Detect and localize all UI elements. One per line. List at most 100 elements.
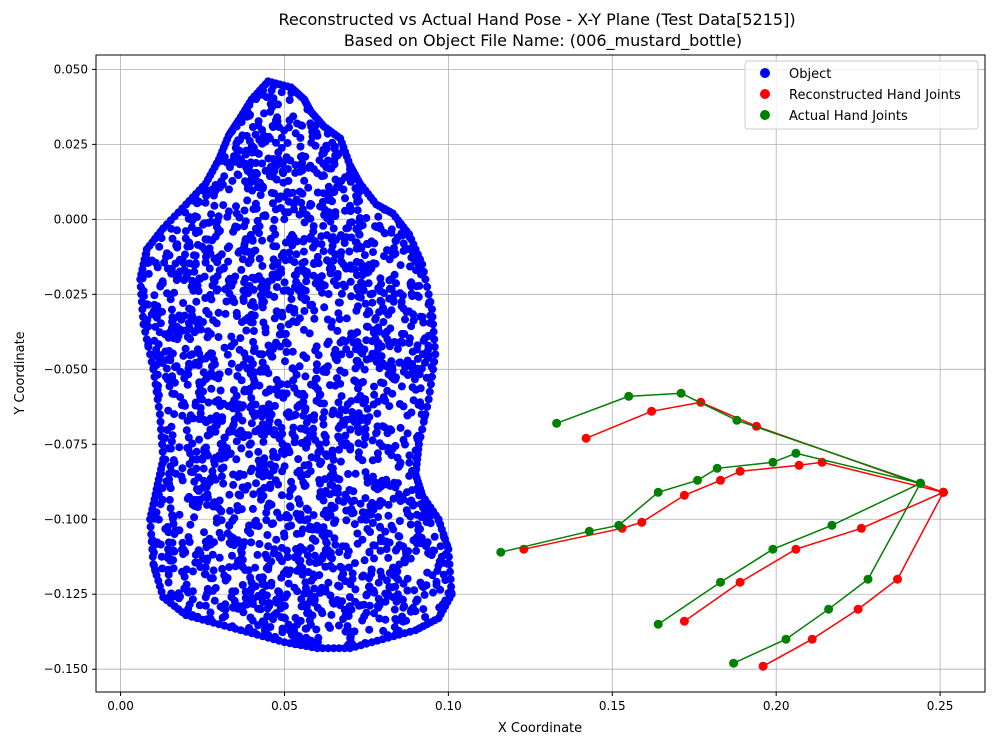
object-point <box>403 586 412 595</box>
object-point <box>245 450 254 459</box>
object-point <box>207 384 216 393</box>
object-point <box>296 142 305 151</box>
object-point <box>343 622 352 631</box>
object-point <box>274 390 283 399</box>
object-point <box>183 380 192 389</box>
object-point <box>314 351 323 360</box>
object-point <box>293 403 302 411</box>
object-point <box>248 464 256 473</box>
object-point <box>159 455 168 464</box>
object-point <box>307 576 316 585</box>
object-point <box>194 546 203 555</box>
object-point <box>392 616 401 625</box>
object-point <box>334 309 343 318</box>
object-point <box>233 170 242 179</box>
object-point <box>280 462 289 471</box>
object-point <box>235 247 244 256</box>
object-point <box>272 283 281 292</box>
object-point <box>329 277 338 286</box>
object-point <box>297 266 306 275</box>
object-point <box>268 270 277 279</box>
object-point <box>348 408 356 416</box>
object-point <box>221 576 230 585</box>
object-point <box>310 259 319 267</box>
object-point <box>156 500 165 509</box>
object-point <box>218 180 227 189</box>
object-point <box>331 212 340 221</box>
object-point <box>292 370 301 379</box>
object-point <box>165 480 174 489</box>
object-point <box>376 274 385 283</box>
object-point <box>185 259 194 268</box>
object-point <box>370 382 378 391</box>
object-point <box>313 252 322 261</box>
object-point <box>189 567 197 576</box>
object-point <box>424 346 432 355</box>
object-point <box>354 439 363 448</box>
actual-joint <box>496 547 506 557</box>
object-point <box>329 256 338 265</box>
object-point <box>158 564 167 573</box>
object-point <box>430 342 439 351</box>
object-point <box>168 511 177 520</box>
object-point <box>353 395 362 404</box>
object-point <box>385 276 394 285</box>
object-point <box>144 269 153 278</box>
object-point <box>191 278 199 287</box>
object-point <box>281 593 289 602</box>
object-point <box>416 312 425 321</box>
object-point <box>363 404 372 413</box>
object-point <box>248 123 257 131</box>
object-point <box>310 306 319 315</box>
object-point <box>267 557 276 566</box>
object-point <box>207 295 216 304</box>
object-point <box>211 187 220 195</box>
object-point <box>365 601 374 610</box>
object-point <box>278 557 286 566</box>
object-point <box>395 560 404 569</box>
object-point <box>220 172 229 181</box>
object-point <box>204 218 213 227</box>
object-point <box>158 440 167 449</box>
object-point <box>373 223 381 232</box>
object-point <box>328 446 337 455</box>
object-point <box>167 264 176 273</box>
object-point <box>186 351 195 360</box>
object-point <box>335 410 344 419</box>
object-point <box>244 289 253 298</box>
object-point <box>317 583 326 592</box>
object-point <box>244 431 253 440</box>
object-point <box>335 445 343 454</box>
object-point <box>368 456 377 465</box>
reconstructed-joint <box>647 406 657 416</box>
object-point <box>167 305 176 314</box>
object-point <box>302 603 311 612</box>
object-point <box>290 384 299 392</box>
object-point <box>255 381 264 390</box>
object-point <box>170 390 179 398</box>
object-point <box>189 251 198 260</box>
object-point <box>353 356 362 365</box>
object-point <box>406 512 415 521</box>
object-point <box>264 132 273 141</box>
actual-joint <box>915 478 925 488</box>
object-point <box>215 553 224 562</box>
object-point <box>198 395 207 404</box>
reconstructed-joint <box>735 466 745 476</box>
object-point <box>217 472 226 481</box>
object-point <box>378 422 387 431</box>
reconstructed-joint <box>856 523 866 533</box>
object-point <box>423 538 432 547</box>
reconstructed-joint <box>716 475 725 485</box>
object-point <box>167 444 175 453</box>
object-point <box>187 305 196 314</box>
object-point <box>409 316 418 325</box>
object-point <box>418 260 427 269</box>
actual-joint <box>827 520 837 530</box>
object-point <box>249 381 258 390</box>
object-point <box>382 545 391 554</box>
object-point <box>156 319 165 328</box>
object-point <box>238 401 247 410</box>
object-point <box>285 448 294 457</box>
object-point <box>237 444 246 453</box>
